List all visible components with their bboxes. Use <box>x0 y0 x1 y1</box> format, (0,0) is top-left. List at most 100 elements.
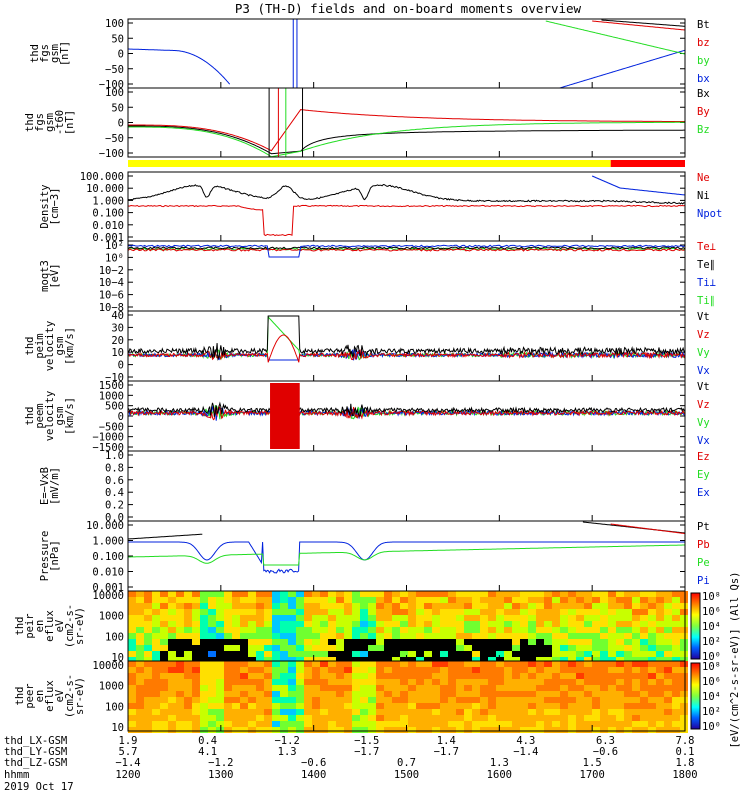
spectrogram-cell <box>440 597 448 603</box>
spectrogram-cell <box>664 727 672 733</box>
spectrogram-cell <box>464 633 472 639</box>
spectrogram-cell <box>584 651 592 657</box>
spectrogram-cell <box>288 691 296 697</box>
spectrogram-cell <box>384 661 392 667</box>
spectrogram-cell <box>256 657 264 663</box>
spectrogram-cell <box>256 633 264 639</box>
spectrogram-cell <box>504 639 512 645</box>
spectrogram-cell <box>392 661 400 667</box>
ytick-label: 1000 <box>99 611 124 623</box>
spectrogram-cell <box>200 709 208 715</box>
spectrogram-cell <box>344 679 352 685</box>
spectrogram-cell <box>312 657 320 663</box>
spectrogram-cell <box>192 727 200 733</box>
spectrogram-cell <box>424 661 432 667</box>
spectrogram-cell <box>216 591 224 597</box>
spectrogram-cell <box>208 609 216 615</box>
spectrogram-cell <box>616 657 624 663</box>
spectrogram-cell <box>376 639 384 645</box>
spectrogram-cell <box>304 673 312 679</box>
spectrogram-cell <box>224 673 232 679</box>
spectrogram-cell <box>488 667 496 673</box>
ytick-label: 0.0 <box>105 512 124 524</box>
spectrogram-cell <box>192 609 200 615</box>
spectrogram-cell <box>240 727 248 733</box>
spectrogram-cell <box>680 673 688 679</box>
xaxis-value: 1200 <box>115 769 140 781</box>
spectrogram-cell <box>216 609 224 615</box>
spectrogram-cell <box>392 627 400 633</box>
spectrogram-cell <box>448 621 456 627</box>
spectrogram-cell <box>240 667 248 673</box>
spectrogram-cell <box>528 709 536 715</box>
spectrogram-cell <box>296 603 304 609</box>
spectrogram-cell <box>336 673 344 679</box>
spectrogram-cell <box>264 591 272 597</box>
spectrogram-cell <box>552 709 560 715</box>
spectrogram-cell <box>272 709 280 715</box>
spectrogram-cell <box>648 609 656 615</box>
spectrogram-cell <box>208 603 216 609</box>
xaxis-value: 5.7 <box>119 746 138 758</box>
spectrogram-cell <box>440 697 448 703</box>
series-bz <box>592 20 685 31</box>
spectrogram-cell <box>656 679 664 685</box>
spectrogram-cell <box>568 615 576 621</box>
spectrogram-cell <box>408 603 416 609</box>
spectrogram-cell <box>600 715 608 721</box>
spectrogram-cell <box>592 727 600 733</box>
spectrogram-cell <box>400 673 408 679</box>
ytick-label: 0 <box>118 49 124 61</box>
spectrogram-cell <box>520 661 528 667</box>
spectrogram-cell <box>440 709 448 715</box>
ytick-label: 0 <box>118 118 124 130</box>
spectrogram-cell <box>256 727 264 733</box>
ylabel-line: eV <box>54 689 66 702</box>
spectrogram-cell <box>400 667 408 673</box>
spectrogram-cell <box>128 633 136 639</box>
spectrogram-cell <box>568 697 576 703</box>
spectrogram-cell <box>336 597 344 603</box>
spectrogram-cell <box>232 633 240 639</box>
spectrogram-cell <box>456 609 464 615</box>
spectrogram-cell <box>592 661 600 667</box>
spectrogram-cell <box>544 727 552 733</box>
spectrogram-cell <box>384 709 392 715</box>
spectrogram-cell <box>560 673 568 679</box>
spectrogram-cell <box>352 591 360 597</box>
spectrogram-cell <box>392 691 400 697</box>
spectrogram-cell <box>208 621 216 627</box>
spectrogram-cell <box>304 639 312 645</box>
spectrogram-cell <box>128 697 136 703</box>
spectrogram-cell <box>136 603 144 609</box>
spectrogram-cell <box>336 697 344 703</box>
spectrogram-cell <box>528 627 536 633</box>
spectrogram-cell <box>240 657 248 663</box>
ylabel-line: en <box>34 620 46 633</box>
spectrogram-cell <box>288 715 296 721</box>
spectrogram-cell <box>584 621 592 627</box>
spectrogram-cell <box>488 603 496 609</box>
spectrogram-cell <box>448 615 456 621</box>
spectrogram-cell <box>568 715 576 721</box>
spectrogram-cell <box>128 657 136 663</box>
spectrogram-cell <box>248 673 256 679</box>
spectrogram-cell <box>160 609 168 615</box>
spectrogram-cell <box>592 697 600 703</box>
spectrogram-cell <box>424 639 432 645</box>
legend-vx: Vx <box>697 435 710 447</box>
spectrogram-cell <box>384 597 392 603</box>
spectrogram-cell <box>648 621 656 627</box>
spectrogram-cell <box>272 715 280 721</box>
spectrogram-cell <box>320 721 328 727</box>
spectrogram-cell <box>640 633 648 639</box>
spectrogram-cell <box>552 645 560 651</box>
spectrogram <box>128 591 688 663</box>
spectrogram-cell <box>656 621 664 627</box>
spectrogram-cell <box>488 691 496 697</box>
spectrogram-cell <box>552 679 560 685</box>
spectrogram-cell <box>232 627 240 633</box>
spectrogram-cell <box>224 721 232 727</box>
spectrogram-cell <box>344 651 352 657</box>
